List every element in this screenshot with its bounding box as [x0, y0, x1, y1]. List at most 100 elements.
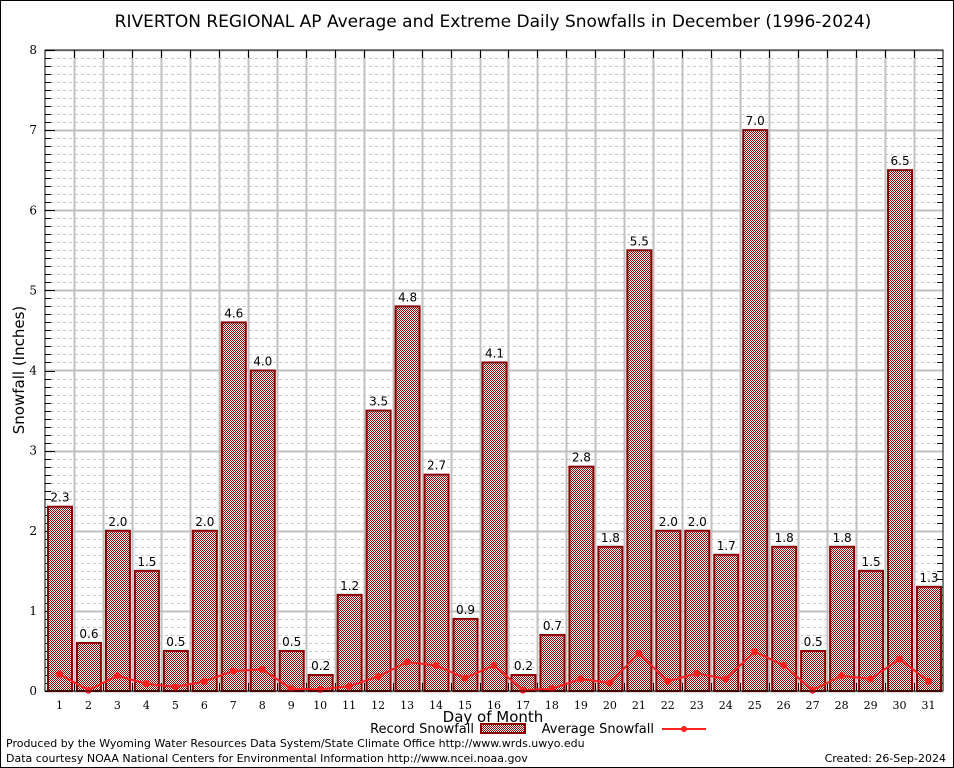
- average-point: [780, 661, 788, 669]
- x-tick-label: 20: [603, 699, 617, 712]
- record-bar-label: 0.2: [514, 659, 533, 673]
- average-point: [867, 675, 875, 683]
- average-point: [171, 683, 179, 691]
- record-bar-label: 5.5: [630, 234, 649, 248]
- record-bar: [539, 633, 566, 692]
- average-point: [548, 685, 556, 693]
- record-bar-label: 0.2: [311, 659, 330, 673]
- y-tick-label: 6: [29, 203, 37, 217]
- x-tick-label: 11: [342, 699, 356, 712]
- record-bar: [365, 409, 392, 692]
- x-tick-label: 25: [748, 699, 762, 712]
- record-bar: [394, 305, 421, 692]
- average-point: [258, 665, 266, 673]
- record-bar-label: 4.8: [398, 290, 417, 304]
- x-tick-label: 31: [922, 699, 936, 712]
- record-bar-label: 0.5: [166, 635, 185, 649]
- x-axis-ticks: 1 2 3 4 5 6 7 8 9 10 11 12 13 14 15 16 17 18 19 20 21 22 23 24 2…: [56, 699, 936, 712]
- record-bar-label: 1.8: [833, 531, 852, 545]
- record-bar: [829, 545, 856, 693]
- record-bar-label: 2.0: [195, 515, 214, 529]
- x-tick-label: 7: [230, 699, 237, 712]
- average-point: [519, 686, 527, 694]
- y-tick-label: 1: [29, 604, 37, 618]
- legend-record-swatch: [480, 723, 526, 734]
- average-point: [113, 672, 121, 680]
- record-bar-label: 0.6: [79, 627, 98, 641]
- record-bar: [771, 545, 798, 693]
- y-axis-label: Snowfall (Inches): [10, 306, 28, 434]
- record-bar-label: 4.1: [485, 346, 504, 360]
- x-tick-label: 18: [545, 699, 559, 712]
- record-bar-label: 1.8: [775, 531, 794, 545]
- record-bar-label: 0.7: [543, 619, 562, 633]
- average-point: [838, 672, 846, 680]
- x-tick-label: 29: [864, 699, 878, 712]
- x-tick-label: 17: [516, 699, 530, 712]
- footer-created: Created: 26-Sep-2024: [825, 752, 946, 765]
- average-point: [606, 679, 614, 687]
- average-point: [693, 669, 701, 677]
- x-tick-label: 8: [259, 699, 266, 712]
- record-bar-label: 0.5: [804, 635, 823, 649]
- x-tick-label: 28: [835, 699, 849, 712]
- x-tick-label: 4: [143, 699, 150, 712]
- average-point: [55, 670, 63, 678]
- record-snowfall-labels: 2.3 0.6 2.0 1.5 0.5 2.0 4.6 4.0 0.5 0.2 1.2 3.5 4.8 2…: [50, 114, 938, 673]
- record-bar: [191, 529, 218, 692]
- average-point: [345, 682, 353, 690]
- legend-average-marker: [681, 726, 687, 732]
- record-bar-label: 7.0: [746, 114, 765, 128]
- record-bar-label: 2.0: [659, 515, 678, 529]
- record-snowfall-bars: [47, 129, 943, 693]
- record-bar: [742, 129, 769, 692]
- record-bar-label: 1.3: [919, 571, 938, 585]
- x-tick-label: 16: [487, 699, 501, 712]
- record-bar: [626, 249, 653, 692]
- record-bar-label: 2.7: [427, 459, 446, 473]
- record-bar-label: 1.5: [137, 555, 156, 569]
- record-bar: [597, 545, 624, 693]
- footer-produced-by: Produced by the Wyoming Water Resources …: [6, 737, 585, 750]
- record-bar: [423, 473, 450, 692]
- x-axis-label: Day of Month: [443, 708, 544, 726]
- plot-border: [44, 49, 944, 692]
- record-bar: [481, 361, 508, 692]
- record-bar-label: 2.3: [50, 491, 69, 505]
- x-tick-label: 2: [85, 699, 92, 712]
- record-bar-label: 4.0: [253, 355, 272, 369]
- average-point: [229, 667, 237, 675]
- x-tick-label: 24: [719, 699, 733, 712]
- y-tick-label: 0: [29, 684, 37, 698]
- x-tick-label: 9: [288, 699, 295, 712]
- x-tick-label: 1: [56, 699, 63, 712]
- y-tick-label: 7: [29, 123, 37, 137]
- average-point: [403, 658, 411, 666]
- average-point: [925, 677, 933, 685]
- average-point: [664, 677, 672, 685]
- x-tick-label: 12: [371, 699, 385, 712]
- record-bar: [336, 593, 363, 692]
- average-point: [722, 675, 730, 683]
- legend-record-label: Record Snowfall: [370, 722, 474, 737]
- y-tick-label: 4: [29, 364, 37, 378]
- footer-data-courtesy: Data courtesy NOAA National Centers for …: [6, 752, 528, 765]
- record-bar: [249, 369, 276, 692]
- record-bar: [104, 529, 131, 692]
- x-tick-label: 30: [893, 699, 907, 712]
- average-point: [84, 686, 92, 694]
- legend-average-label: Average Snowfall: [542, 722, 654, 737]
- record-bar-label: 2.8: [572, 451, 591, 465]
- average-point: [809, 686, 817, 694]
- average-point: [490, 661, 498, 669]
- x-tick-label: 19: [574, 699, 588, 712]
- average-point: [577, 675, 585, 683]
- x-tick-label: 5: [172, 699, 179, 712]
- average-point: [432, 661, 440, 669]
- y-tick-label: 3: [29, 444, 37, 458]
- record-bar: [47, 505, 73, 692]
- y-tick-label: 8: [29, 43, 37, 57]
- record-bar: [568, 465, 595, 692]
- record-bar-label: 1.8: [601, 531, 620, 545]
